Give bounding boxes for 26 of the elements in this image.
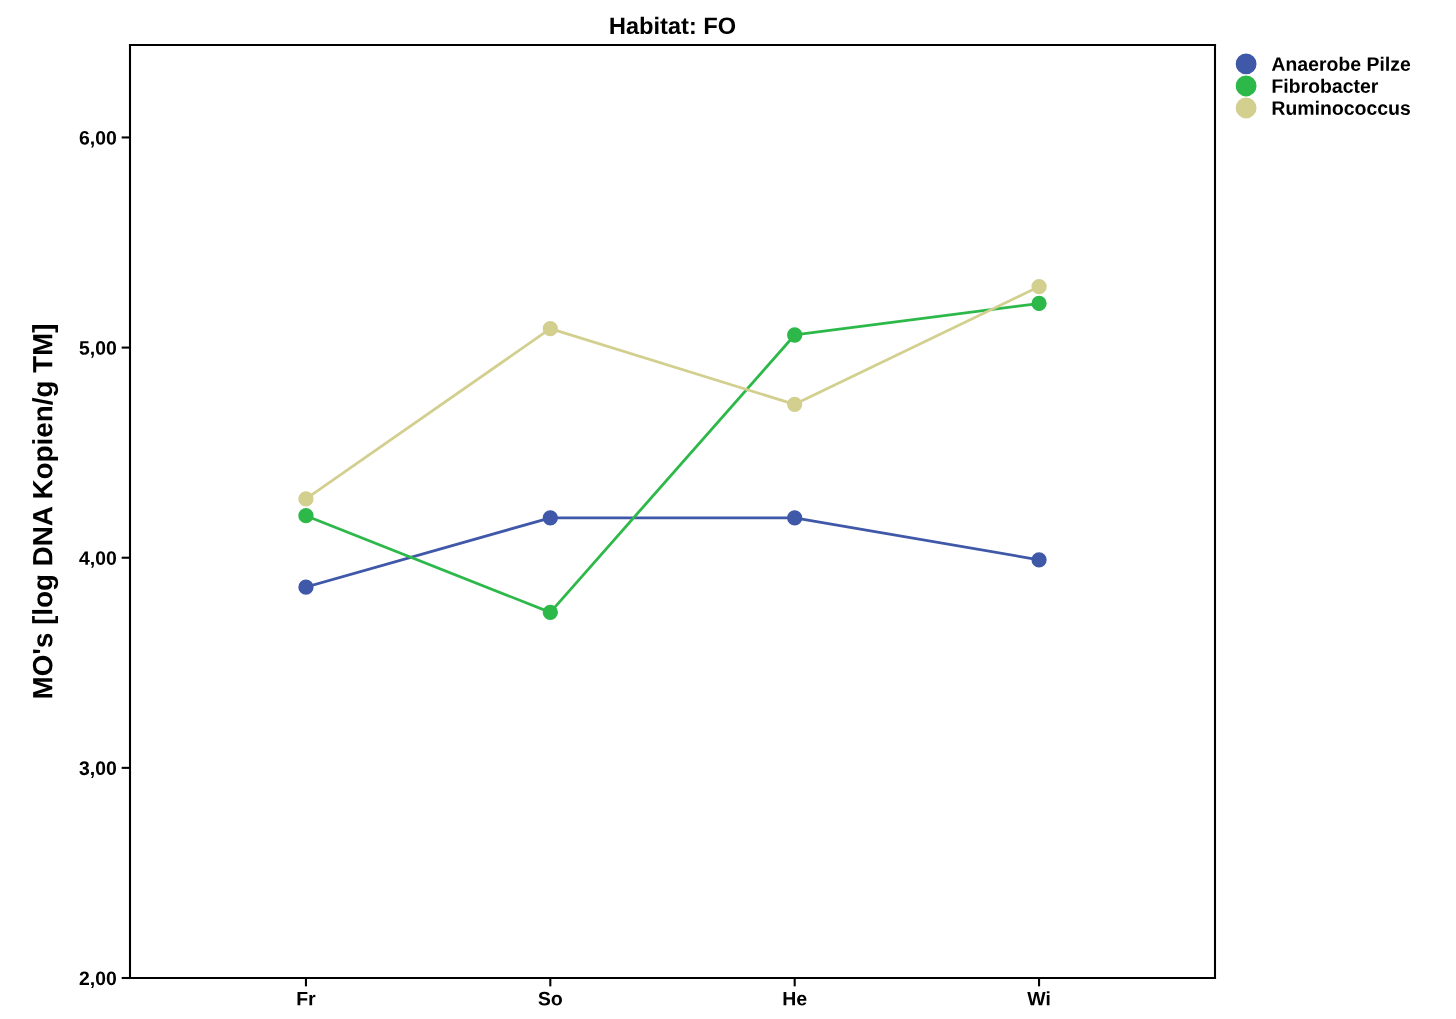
- y-tick-label: 5,00: [79, 341, 117, 358]
- point: [787, 327, 803, 343]
- point: [542, 321, 558, 337]
- legend-label: Anaerobe Pilze: [1271, 56, 1411, 71]
- point: [1031, 279, 1047, 295]
- x-tick-label: Fr: [297, 991, 316, 1006]
- legend-label: Fibrobacter: [1272, 78, 1379, 93]
- point: [298, 491, 314, 507]
- y-tick-label: 4,00: [79, 551, 117, 568]
- y-tick-label: 6,00: [79, 130, 117, 148]
- y-tick-label: 3,00: [79, 761, 117, 778]
- point: [542, 510, 558, 526]
- point: [298, 508, 314, 524]
- chart-title: Habitat: FO: [610, 16, 736, 35]
- point: [298, 579, 314, 595]
- legend-label: Ruminococcus: [1272, 100, 1410, 115]
- point: [787, 510, 803, 526]
- x-tick-label: Wi: [1027, 991, 1050, 1006]
- y-tick-label: 2,00: [79, 971, 117, 989]
- x-tick-label: He: [783, 991, 807, 1006]
- point: [787, 396, 803, 412]
- x-tick-label: So: [538, 991, 562, 1006]
- point: [1031, 552, 1047, 568]
- point: [1031, 295, 1047, 312]
- y-axis-title: MO's [log DNA Kopien/g TM]: [32, 325, 59, 698]
- point: [542, 604, 558, 621]
